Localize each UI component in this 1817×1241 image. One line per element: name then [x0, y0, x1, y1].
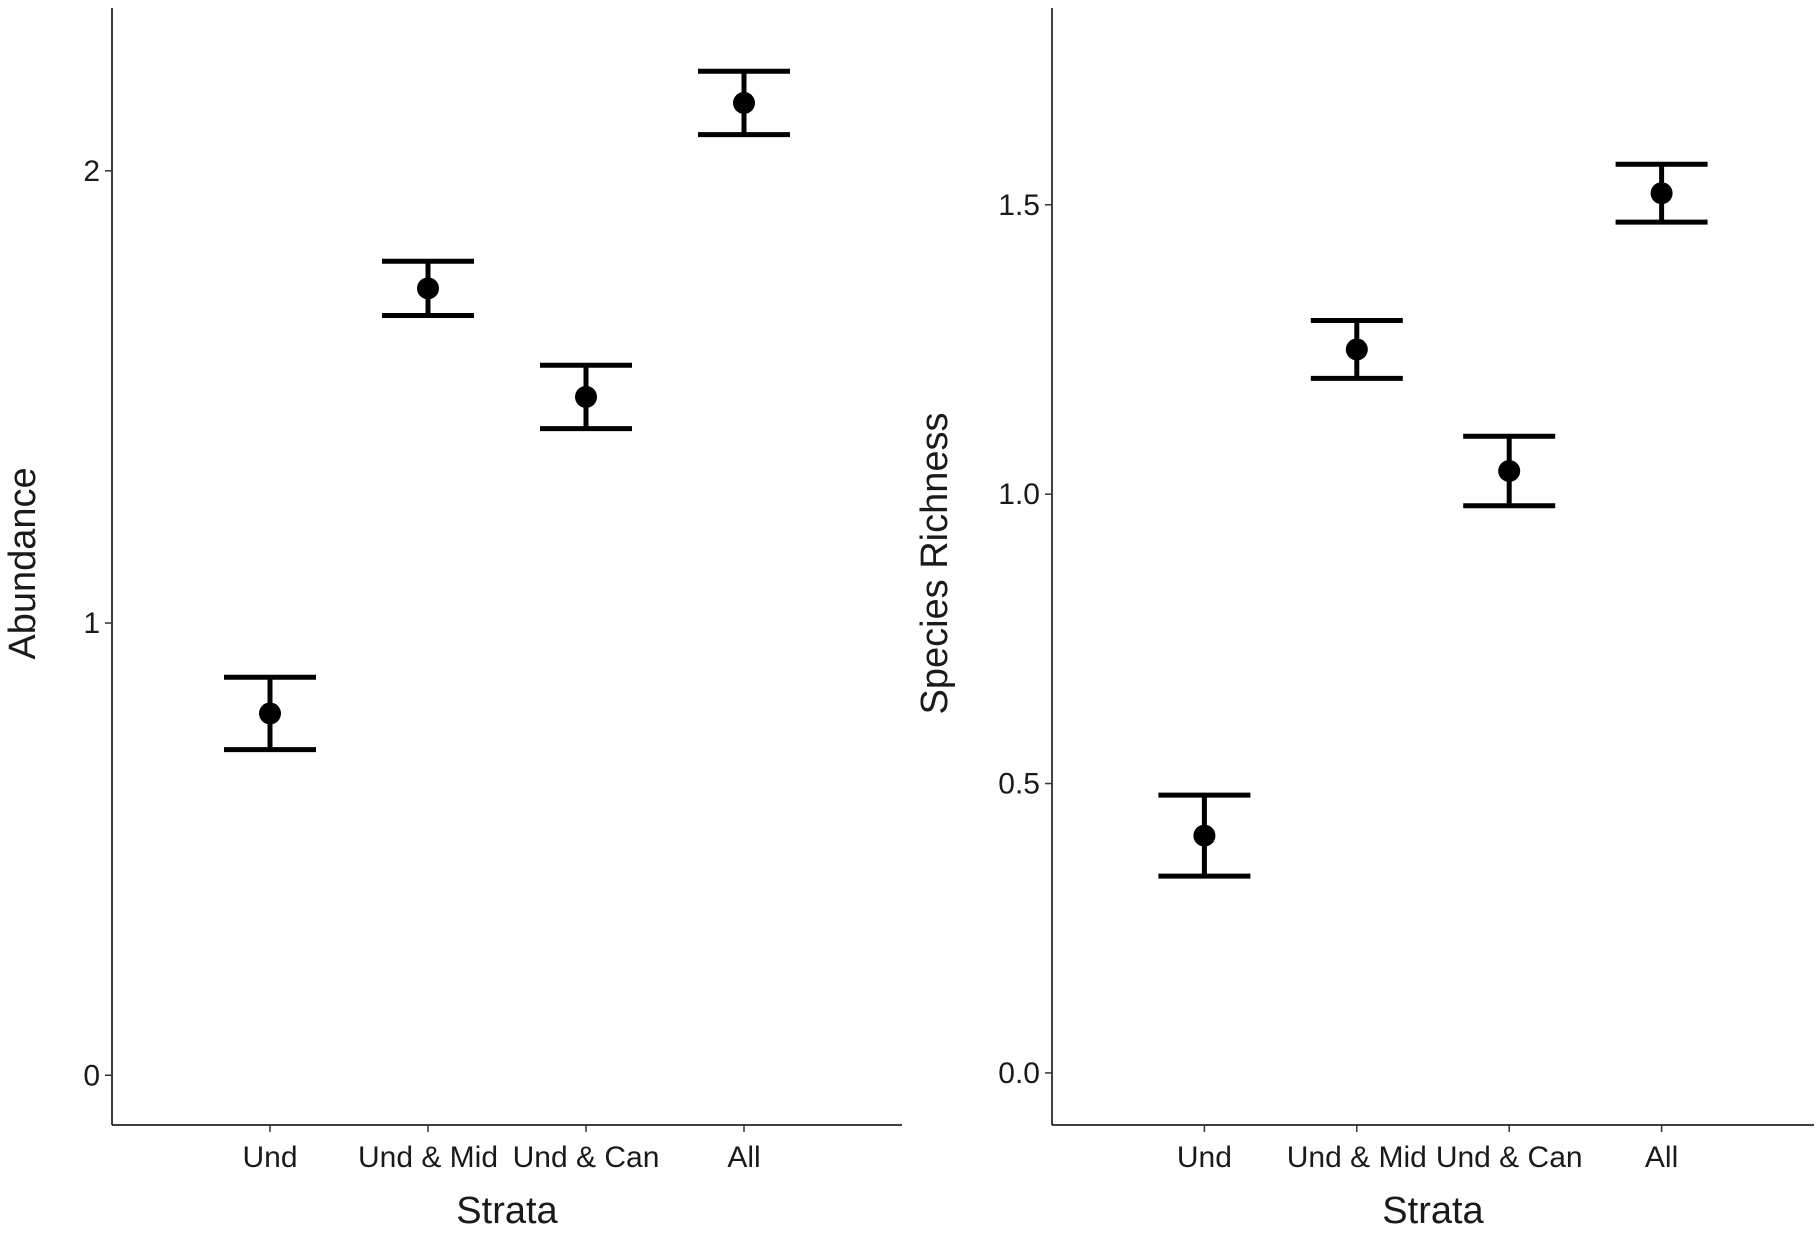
abundance-data-point: [259, 702, 281, 725]
species-richness-data-point: [1498, 460, 1521, 483]
species-richness-x-tick-label: Und & Mid: [1287, 1141, 1427, 1174]
abundance-data-point: [575, 385, 597, 408]
species-richness-data-point: [1650, 182, 1673, 205]
species-richness-panel: 0.0 0.5 1.0 1.5 Und Und & Mid Und & Can All Stra…: [914, 8, 1814, 1232]
abundance-panel: 0 1 2 Und Und & Mid Und & Can All Strata Abundan…: [2, 8, 902, 1232]
species-richness-y-tick-label: 1.0: [998, 478, 1040, 511]
abundance-data-point: [733, 91, 755, 114]
species-richness-y-tick-label: 0.5: [998, 768, 1040, 801]
abundance-x-tick-label: Und & Mid: [358, 1141, 498, 1174]
abundance-y-axis-title: Abundance: [2, 467, 44, 659]
abundance-y-tick-label: 0: [83, 1059, 100, 1092]
species-richness-x-tick-label: Und & Can: [1436, 1141, 1583, 1174]
abundance-y-tick-label: 2: [83, 155, 100, 188]
abundance-x-axis-title: Strata: [456, 1190, 558, 1232]
species-richness-data-point: [1193, 824, 1216, 847]
species-richness-x-tick-label: Und: [1177, 1141, 1232, 1174]
species-richness-x-tick-label: All: [1645, 1141, 1678, 1174]
abundance-x-tick-label: All: [727, 1141, 760, 1174]
abundance-x-tick-label: Und: [242, 1141, 297, 1174]
species-richness-y-tick-label: 1.5: [998, 189, 1040, 222]
abundance-y-tick-label: 1: [83, 607, 100, 640]
abundance-x-tick-label: Und & Can: [513, 1141, 660, 1174]
species-richness-y-tick-label: 0.0: [998, 1057, 1040, 1090]
species-richness-y-axis-title: Species Richness: [914, 412, 956, 714]
abundance-data-point: [417, 277, 439, 300]
species-richness-data-point: [1345, 338, 1368, 361]
species-richness-x-axis-title: Strata: [1382, 1190, 1484, 1232]
